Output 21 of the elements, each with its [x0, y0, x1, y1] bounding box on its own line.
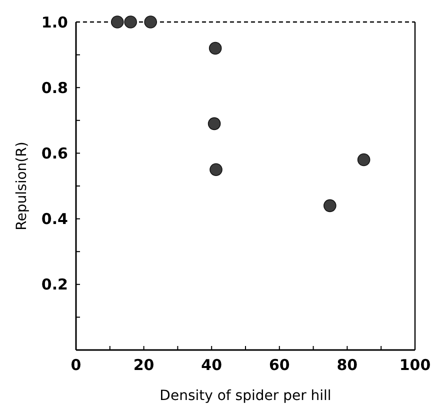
y-axis-title: Repulsion(R)	[14, 142, 30, 230]
x-tick-label: 100	[399, 356, 431, 374]
x-tick-label: 80	[336, 356, 358, 374]
point	[208, 117, 221, 130]
point	[208, 42, 222, 55]
x-tick-label: 60	[268, 356, 290, 374]
point	[357, 153, 370, 166]
x-axis-title: Density of spider per hill	[160, 388, 332, 404]
x-tick-label: 40	[201, 356, 222, 374]
point	[210, 163, 222, 176]
point	[144, 16, 157, 28]
point	[324, 199, 336, 212]
y-tick-label: 0.4	[41, 210, 68, 228]
x-tick-label: 20	[133, 356, 154, 374]
y-tick-label: 1.0	[41, 13, 68, 32]
x-tick-label: 0	[70, 356, 82, 374]
y-tick-label: 0.6	[41, 144, 68, 162]
point	[124, 16, 137, 28]
point	[110, 16, 124, 28]
y-tick-label: 0.8	[41, 78, 68, 97]
y-tick-label: 0.2	[41, 276, 68, 294]
